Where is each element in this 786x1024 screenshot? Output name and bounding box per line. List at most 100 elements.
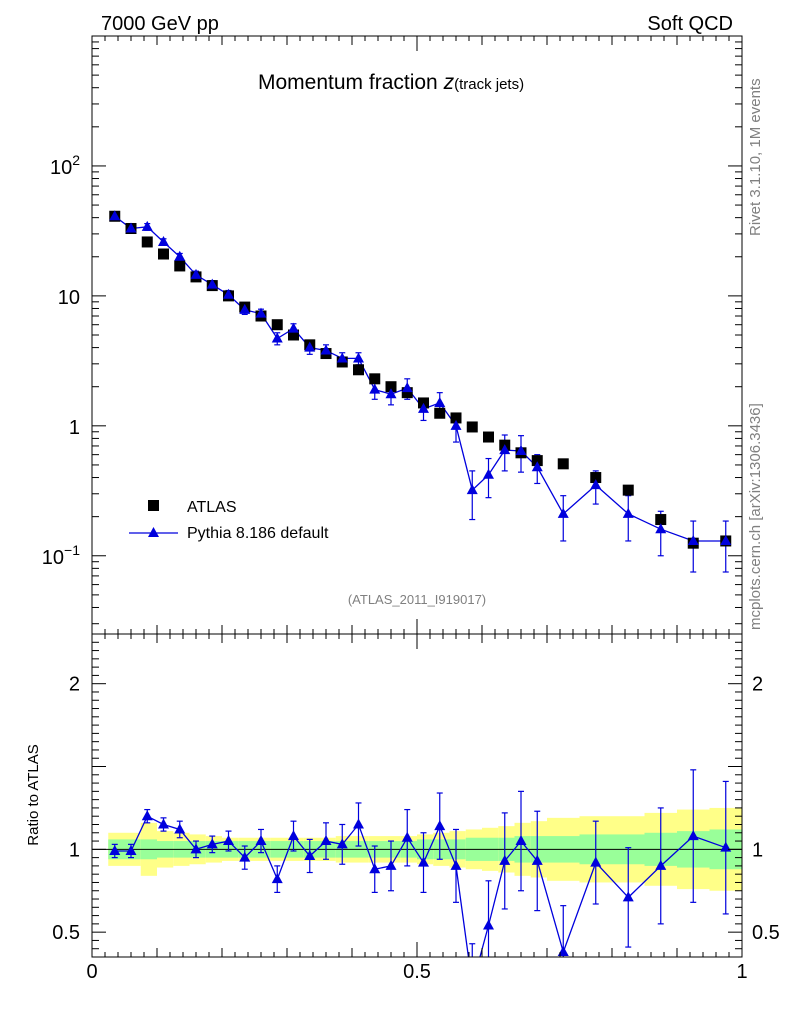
- ratio-data-point: [622, 891, 634, 902]
- ratio-panel: 0.5 0.51 12 2 0 0.5 1 Ratio to ATLAS: [25, 633, 780, 989]
- ratio-axis-ticks: [91, 633, 743, 958]
- ratio-data-point: [450, 859, 462, 870]
- mc-data-point: [590, 479, 602, 490]
- atlas-data-point: [466, 421, 478, 433]
- atlas-data-point: [385, 381, 397, 393]
- mc-data-point: [190, 268, 202, 279]
- ratio-data-point: [304, 849, 316, 860]
- mc-data-point: [239, 303, 251, 314]
- ratio-y-tick-label-right: 1: [752, 839, 763, 861]
- mc-data-point: [483, 468, 494, 479]
- atlas-data-point: [655, 514, 667, 526]
- mc-data-point: [434, 396, 446, 407]
- mc-data-point: [320, 344, 332, 355]
- mc-data-point: [466, 484, 478, 495]
- legend-marker-atlas: [148, 500, 159, 511]
- ratio-data-point: [288, 830, 299, 841]
- main-y-tick-labels: 10−1 1 10 102: [42, 152, 80, 569]
- mc-data-point: [720, 534, 732, 545]
- mc-data-point: [515, 445, 527, 456]
- ratio-data-point: [190, 843, 202, 854]
- ratio-data-point: [434, 820, 446, 831]
- atlas-data-point: [401, 387, 413, 399]
- main-y-tick-label: 102: [50, 152, 80, 179]
- mc-data-point: [271, 332, 283, 343]
- mc-data-point: [336, 352, 348, 363]
- ratio-data-point: [687, 830, 699, 841]
- ratio-data-point: [499, 854, 511, 865]
- mc-data-point: [385, 388, 397, 399]
- main-y-tick-label: 10−1: [42, 542, 80, 569]
- ratio-frame: [91, 633, 743, 958]
- chart-title-variable: z: [443, 71, 455, 94]
- ratio-data-marks: [109, 769, 732, 989]
- mc-data-point: [622, 507, 634, 518]
- atlas-data-point: [174, 260, 186, 272]
- atlas-data-point: [590, 472, 602, 484]
- main-y-tick-label: 1: [69, 417, 80, 439]
- ratio-data-point: [483, 919, 494, 930]
- ratio-data-point: [336, 838, 348, 849]
- mc-data-point: [655, 523, 667, 534]
- legend: ATLAS Pythia 8.186 default: [129, 499, 329, 542]
- atlas-data-point: [434, 407, 446, 419]
- mc-data-point: [304, 341, 316, 352]
- ratio-data-point: [401, 831, 413, 842]
- mc-data-point: [450, 419, 462, 430]
- ratio-y-tick-label-right: 2: [752, 674, 763, 696]
- x-tick-label: 1: [736, 961, 747, 983]
- header-right-label: Soft QCD: [647, 13, 733, 35]
- atlas-data-point: [288, 329, 299, 341]
- ratio-data-point: [369, 863, 381, 874]
- atlas-data-point: [531, 455, 543, 467]
- atlas-data-point: [141, 236, 153, 248]
- header-left-label: 7000 GeV pp: [101, 13, 219, 35]
- ratio-data-point: [206, 838, 218, 849]
- atlas-data-point: [450, 412, 462, 424]
- main-axis-ticks: [91, 36, 743, 634]
- ratio-data-point: [109, 844, 121, 855]
- ratio-data-point: [515, 835, 527, 846]
- atlas-data-point: [369, 373, 381, 385]
- chart-title-subscript: (track jets): [454, 76, 524, 93]
- ratio-y-tick-label-right: 0.5: [752, 922, 780, 944]
- x-tick-label: 0.5: [403, 961, 431, 983]
- ratio-data-point: [385, 859, 397, 870]
- mc-data-point: [223, 288, 234, 299]
- ratio-data-point: [467, 979, 478, 989]
- ratio-data-point: [271, 873, 283, 884]
- x-tick-labels: 0 0.5 1: [86, 961, 747, 983]
- mc-data-point: [401, 382, 413, 393]
- mc-data-point: [369, 383, 381, 394]
- mc-data-point: [255, 307, 267, 318]
- atlas-data-point: [353, 364, 364, 376]
- ratio-data-point: [141, 810, 153, 821]
- legend-marker-pythia: [148, 527, 159, 537]
- main-panel: 10−1 1 10 102 Momentum fraction z(track jet…: [42, 35, 743, 635]
- ratio-y-tick-labels: 0.5 0.5 1 1 2 2: [52, 674, 780, 944]
- ratio-data-point: [590, 856, 602, 867]
- mc-series-line: [114, 215, 726, 542]
- legend-label-atlas: ATLAS: [187, 499, 237, 516]
- mc-data-point: [141, 220, 153, 231]
- mc-data-point: [531, 461, 543, 472]
- atlas-data-point: [158, 248, 169, 260]
- ratio-y-tick-label-left: 0.5: [52, 922, 80, 944]
- ratio-uncertainty-bands: [92, 807, 742, 891]
- mc-data-point: [125, 222, 137, 233]
- atlas-data-point: [622, 484, 634, 496]
- analysis-tag: (ATLAS_2011_I919017): [348, 592, 486, 607]
- ratio-y-tick-label-left: 2: [69, 674, 80, 696]
- main-y-tick-label: 10: [58, 287, 80, 309]
- atlas-data-point: [483, 431, 494, 443]
- mc-data-point: [353, 352, 364, 363]
- ratio-data-point: [655, 859, 667, 870]
- ratio-data-point: [158, 818, 169, 829]
- ratio-data-point: [125, 844, 137, 855]
- ratio-data-point: [418, 856, 429, 867]
- chart-title: Momentum fraction z(track jets): [258, 71, 524, 94]
- mc-data-point: [687, 534, 699, 545]
- ratio-y-tick-label-left: 1: [69, 839, 80, 861]
- mc-data-point: [499, 444, 511, 455]
- side-label-rivet: Rivet 3.1.10, 1M events: [747, 78, 764, 236]
